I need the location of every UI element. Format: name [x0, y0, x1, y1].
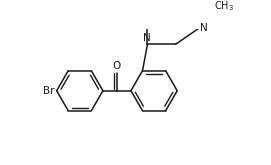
Text: Br: Br	[43, 86, 54, 96]
Text: N: N	[200, 23, 208, 33]
Text: N: N	[143, 33, 150, 43]
Text: O: O	[113, 61, 121, 71]
Text: CH$_3$: CH$_3$	[214, 0, 234, 13]
